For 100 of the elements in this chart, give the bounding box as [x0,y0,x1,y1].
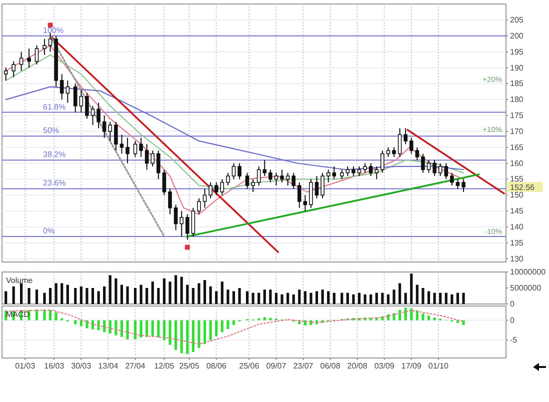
candlestick [139,137,143,158]
candlestick [73,83,78,113]
annotation: 0% [43,226,55,236]
bar [198,283,200,304]
bar [60,283,64,304]
candlestick [409,137,414,154]
candlestick [421,153,425,174]
bar [203,320,206,344]
bar [43,310,46,320]
bar [174,275,178,304]
bar [232,291,236,304]
annotation: 50% [43,126,60,136]
bar [462,292,465,304]
bar [304,291,306,304]
bar [269,290,272,304]
bar [252,292,254,304]
candlestick [48,32,52,52]
annotation: 23.6% [43,178,66,188]
y-tick-label: 140 [510,222,524,232]
bar [180,276,183,304]
x-tick-label: 25/06 [239,362,260,371]
bar [114,320,118,336]
text: Volume [6,276,34,285]
x-tick-label: 17/09 [401,362,422,371]
bar [74,288,77,304]
bar [404,308,407,320]
y-tick-label: 150 [510,190,524,200]
bar [134,288,137,304]
bar [321,290,324,304]
bar [28,288,30,304]
candlestick [156,150,160,180]
bar [315,291,318,304]
x-tick-label: 03/09 [374,362,395,371]
bar [103,286,106,304]
candlestick [340,169,344,180]
bar [35,310,38,320]
candlestick [392,146,396,158]
bar [120,320,124,337]
candlestick [232,162,236,180]
candlestick [85,92,89,120]
bar [86,288,88,304]
x-tick-label: 13/04 [98,362,119,371]
x-tick-label: 06/08 [320,362,341,371]
candlestick [404,128,408,145]
bar [450,294,454,304]
x-tick-label: 01/03 [15,362,36,371]
candlestick [303,194,308,212]
bar [375,292,378,304]
bar [126,286,129,304]
candlestick [432,160,436,176]
y-tick-label: 0 [510,300,515,309]
x-tick-label: 01/10 [428,362,449,371]
candlestick [450,172,454,186]
candlestick [27,48,31,68]
candlestick [191,207,196,238]
y-tick-label: 130 [510,254,524,264]
bar [209,286,212,304]
x-tick-label: 08/06 [206,362,227,371]
candlestick [66,80,70,104]
bar [398,283,402,304]
bar [48,288,52,304]
y-tick-label: -5 [510,336,518,345]
candlestick [309,178,313,208]
bar [168,282,172,304]
bar [209,320,212,340]
candlestick [108,121,112,142]
bar [180,320,183,354]
bar [258,292,260,304]
candlestick [79,90,84,113]
candlestick [197,198,201,215]
candlestick [297,182,302,208]
bar [134,320,137,340]
candlestick [380,150,384,174]
candlestick [245,172,250,190]
bar [220,320,224,332]
bar [298,290,301,304]
candlestick [357,166,362,176]
bar [433,292,436,304]
bar [416,284,418,304]
bar [97,291,100,304]
bar [404,292,407,304]
bar [327,291,330,304]
candlestick [292,172,296,190]
candlestick [386,146,390,158]
bar [48,310,52,320]
bar [120,284,124,304]
candlestick [320,172,324,199]
bar [114,278,118,304]
bar [66,284,69,304]
bar [157,288,160,304]
candlestick [274,172,278,186]
candlestick [180,210,184,238]
bar [54,312,58,320]
y-tick-label: 185 [510,79,524,88]
y-tick-label: 5000000 [510,284,542,293]
candlestick [126,137,130,164]
bar [381,292,384,304]
y-tick-label: 155 [510,174,524,184]
y-tick-label: 145 [510,206,524,216]
y-tick-label: 160 [510,158,524,168]
